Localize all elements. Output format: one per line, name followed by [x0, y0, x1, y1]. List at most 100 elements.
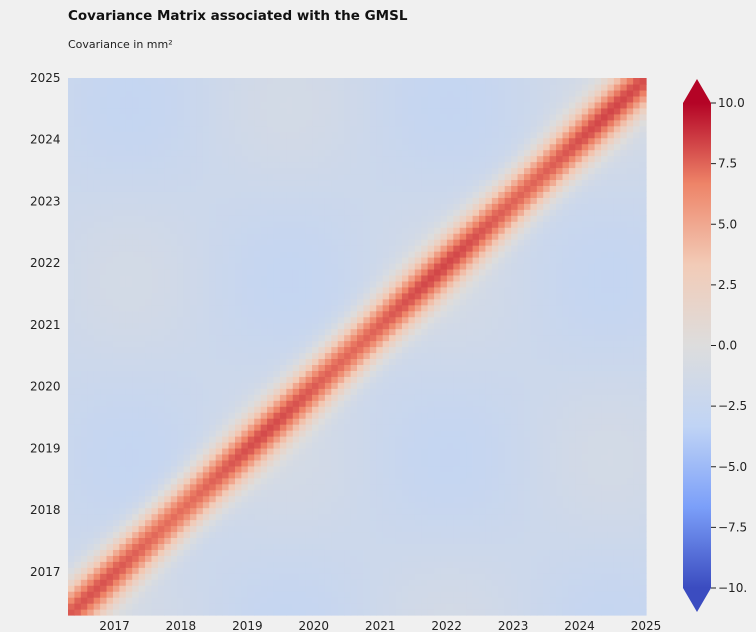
heatmap-cell [350, 400, 358, 407]
heatmap-cell [164, 233, 172, 240]
heatmap-cell [395, 436, 403, 443]
heatmap-cell [125, 489, 133, 497]
heatmap-cell [382, 447, 390, 455]
heatmap-cell [228, 561, 236, 568]
heatmap-cell [408, 609, 416, 616]
heatmap-cell [209, 603, 217, 610]
heatmap-cell [215, 304, 223, 312]
heatmap-cell [376, 113, 384, 121]
heatmap-cell [337, 221, 345, 228]
heatmap-cell [145, 531, 153, 539]
heatmap-cell [190, 274, 198, 282]
heatmap-cell [260, 507, 268, 515]
heatmap-cell [234, 567, 242, 574]
heatmap-cell [414, 507, 422, 515]
heatmap-cell [337, 227, 345, 234]
heatmap-cell [106, 89, 114, 97]
heatmap-cell [132, 185, 140, 192]
heatmap-cell [202, 268, 210, 276]
heatmap-cell [260, 376, 268, 383]
heatmap-cell [145, 579, 153, 586]
heatmap-cell [222, 501, 230, 509]
heatmap-cell [87, 477, 95, 485]
heatmap-cell [382, 555, 390, 562]
heatmap-cell [234, 173, 242, 181]
heatmap-cell [222, 334, 230, 342]
heatmap-cell [260, 215, 268, 222]
heatmap-cell [145, 519, 153, 527]
heatmap-cell [414, 304, 422, 312]
heatmap-cell [80, 591, 88, 598]
heatmap-cell [254, 203, 262, 210]
heatmap-cell [408, 555, 416, 562]
heatmap-cell [74, 501, 82, 509]
heatmap-cell [202, 310, 210, 318]
heatmap-cell [369, 95, 377, 103]
heatmap-cell [164, 459, 172, 467]
heatmap-cell [312, 119, 320, 127]
heatmap-cell [151, 107, 159, 115]
heatmap-cell [414, 579, 422, 586]
heatmap-cell [401, 489, 409, 497]
heatmap-cell [260, 203, 268, 210]
heatmap-cell [267, 340, 275, 348]
heatmap-cell [267, 83, 275, 91]
heatmap-cell [68, 525, 76, 533]
heatmap-cell [119, 591, 127, 598]
heatmap-cell [382, 370, 390, 377]
heatmap-cell [299, 406, 307, 413]
heatmap-cell [312, 585, 320, 592]
heatmap-cell [389, 257, 397, 264]
heatmap-cell [305, 209, 313, 216]
heatmap-cell [382, 573, 390, 580]
heatmap-cell [222, 215, 230, 222]
heatmap-cell [331, 453, 339, 461]
heatmap-cell [344, 579, 352, 586]
heatmap-cell [382, 221, 390, 228]
heatmap-cell [112, 257, 120, 264]
heatmap-cell [260, 113, 268, 121]
heatmap-cell [318, 495, 326, 503]
heatmap-cell [215, 358, 223, 365]
heatmap-cell [363, 95, 371, 103]
heatmap-cell [382, 298, 390, 306]
heatmap-cell [170, 257, 178, 264]
heatmap-cell [254, 113, 262, 121]
heatmap-cell [357, 239, 365, 246]
heatmap-cell [363, 89, 371, 97]
heatmap-cell [382, 95, 390, 103]
heatmap-cell [145, 400, 153, 407]
heatmap-cell [100, 406, 108, 413]
heatmap-cell [305, 507, 313, 515]
heatmap-cell [369, 239, 377, 246]
heatmap-cell [267, 298, 275, 306]
heatmap-cell [408, 382, 416, 389]
heatmap-cell [93, 609, 101, 616]
heatmap-cell [164, 221, 172, 228]
heatmap-cell [132, 525, 140, 533]
heatmap-cell [324, 358, 332, 365]
heatmap-cell [215, 239, 223, 246]
heatmap-cell [273, 221, 281, 228]
heatmap-cell [151, 388, 159, 395]
heatmap-cell [254, 262, 262, 270]
heatmap-cell [389, 334, 397, 342]
heatmap-cell [324, 477, 332, 485]
heatmap-cell [138, 453, 146, 461]
heatmap-cell [74, 257, 82, 264]
heatmap-cell [125, 245, 133, 252]
heatmap-cell [286, 245, 294, 252]
heatmap-cell [106, 412, 114, 419]
heatmap-cell [324, 412, 332, 419]
heatmap-cell [125, 78, 133, 85]
heatmap-cell [80, 567, 88, 574]
heatmap-cell [369, 292, 377, 300]
heatmap-cell [344, 286, 352, 294]
heatmap-cell [87, 119, 95, 127]
heatmap-cell [157, 185, 165, 192]
heatmap-cell [414, 465, 422, 473]
heatmap-cell [138, 501, 146, 509]
heatmap-cell [68, 131, 76, 139]
heatmap-cell [93, 280, 101, 288]
heatmap-cell [408, 412, 416, 419]
